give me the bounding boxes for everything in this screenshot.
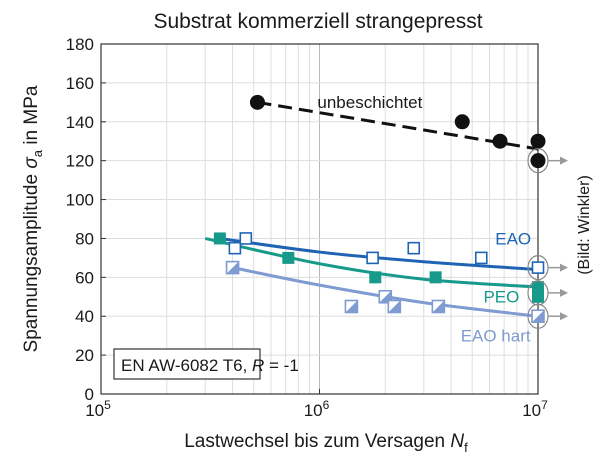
y-tick-label: 140 <box>66 113 94 132</box>
runout-unbeschichtet <box>527 148 568 174</box>
y-label-unit: in MPa <box>21 85 42 145</box>
y-axis-label: Spannungsamplitude σa in MPa <box>21 85 45 352</box>
point-PEO <box>282 251 295 264</box>
x-label-symbol: N <box>450 431 464 452</box>
grid <box>101 44 538 394</box>
runout-EAO-hart <box>527 303 568 329</box>
fit-line-EAO-hart <box>232 266 538 318</box>
point-unbeschichtet <box>530 153 546 169</box>
point-unbeschichtet <box>249 94 265 110</box>
y-axis-ticks: 0 20 40 60 80 100 120 140 160 180 <box>66 35 106 404</box>
chart-title: Substrat kommerziell strangepresst <box>153 10 482 33</box>
point-PEO <box>429 271 442 284</box>
series-label-EAO: EAO <box>495 229 531 248</box>
y-label-symbol: σ <box>21 156 42 169</box>
y-tick-label: 160 <box>66 74 94 93</box>
y-tick-label: 120 <box>66 152 94 171</box>
point-PEO <box>369 271 382 284</box>
point-EAO-hart <box>431 299 446 314</box>
legend-param: R <box>252 356 264 375</box>
series-label-unbeschichtet: unbeschichtet <box>317 93 422 112</box>
x-axis-ticks: 105 106 107 <box>85 389 548 420</box>
y-tick-label: 100 <box>66 191 94 210</box>
point-unbeschichtet <box>530 133 546 149</box>
x-tick-label: 107 <box>522 398 548 420</box>
image-credit: (Bild: Winkler) <box>576 175 593 275</box>
point-EAO <box>228 241 242 255</box>
series-labels: unbeschichtet EAO PEO EAO hart <box>317 93 531 345</box>
point-EAO <box>531 261 545 274</box>
point-PEO <box>532 290 544 303</box>
x-label-main: Lastwechsel bis zum Versagen <box>184 431 445 452</box>
y-tick-label: 60 <box>75 268 94 287</box>
point-PEO <box>213 232 226 245</box>
point-EAO-hart <box>344 299 359 314</box>
fit-line-unbeschichtet <box>257 100 538 151</box>
y-label-main: Spannungsamplitude <box>21 174 42 353</box>
runout-PEO <box>527 280 568 306</box>
legend-suffix: = -1 <box>264 356 299 375</box>
y-tick-label: 0 <box>85 385 94 404</box>
point-unbeschichtet <box>454 114 470 130</box>
point-PEO <box>532 281 544 294</box>
point-EAO <box>407 241 421 255</box>
point-EAO-hart <box>225 260 240 275</box>
y-tick-label: 40 <box>75 307 94 326</box>
y-tick-label: 80 <box>75 229 94 248</box>
point-EAO <box>239 232 253 245</box>
series-label-EAO-hart: EAO hart <box>461 327 531 346</box>
x-tick-label: 105 <box>85 398 111 420</box>
x-tick-label: 106 <box>304 398 330 420</box>
legend-prefix: EN AW-6082 T6, <box>121 356 252 375</box>
legend-box: EN AW-6082 T6, R = -1 <box>113 348 299 380</box>
data-points <box>213 94 546 324</box>
y-label-subscript: a <box>30 149 45 157</box>
point-EAO <box>474 251 488 265</box>
point-unbeschichtet <box>492 133 508 149</box>
point-EAO <box>366 251 379 265</box>
x-label-subscript: f <box>464 440 468 455</box>
y-tick-label: 180 <box>66 35 94 54</box>
fit-lines <box>204 100 538 318</box>
series-label-PEO: PEO <box>483 288 519 307</box>
svg-text:EN AW-6082 T6, R = -1: EN AW-6082 T6, R = -1 <box>121 356 299 375</box>
runout-EAO <box>527 255 568 281</box>
runout-markers <box>527 148 568 329</box>
y-tick-label: 20 <box>75 346 94 365</box>
x-axis-label: Lastwechsel bis zum Versagen Nf <box>184 431 468 455</box>
point-EAO-hart <box>387 299 402 314</box>
point-EAO-hart <box>531 309 545 324</box>
